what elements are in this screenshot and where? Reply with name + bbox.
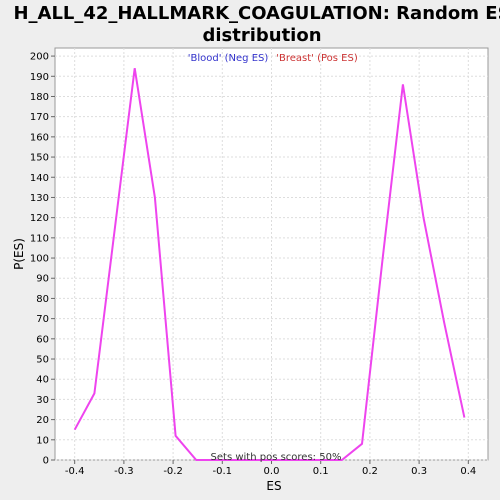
y-axis-ticks: 0 10 20 30 40 50 60 70 80 90 100 110 120 130 140 150 160… <box>30 52 55 467</box>
y-tick-label: 60 <box>36 334 49 345</box>
x-tick-label: 0.3 <box>411 466 427 477</box>
y-tick-label: 200 <box>30 52 49 63</box>
y-tick-label: 170 <box>30 112 49 123</box>
y-tick-label: 80 <box>36 294 49 305</box>
y-tick-label: 30 <box>36 395 49 406</box>
y-tick-label: 50 <box>36 355 49 366</box>
y-tick-label: 10 <box>36 435 49 446</box>
y-tick-label: 20 <box>36 415 49 426</box>
x-axis-label: ES <box>266 479 281 493</box>
x-tick-label: 0.1 <box>313 466 329 477</box>
y-tick-label: 100 <box>30 254 49 265</box>
x-tick-label: 0.4 <box>460 466 476 477</box>
x-tick-label: -0.3 <box>114 466 134 477</box>
series-lines <box>73 68 466 461</box>
y-tick-label: 180 <box>30 92 49 103</box>
x-tick-label: -0.2 <box>163 466 183 477</box>
chart-title-line1: H_ALL_42_HALLMARK_COAGULATION: Random ES <box>13 3 500 24</box>
x-tick-label: -0.4 <box>65 466 85 477</box>
y-tick-label: 70 <box>36 314 49 325</box>
pos-scores-annotation: Sets with pos scores: 50% <box>211 452 342 463</box>
x-tick-label: 0.2 <box>362 466 378 477</box>
x-tick-label: -0.1 <box>213 466 233 477</box>
y-tick-label: 150 <box>30 153 49 164</box>
legend-entry-blood: 'Blood' (Neg ES) <box>188 53 269 64</box>
y-tick-label: 40 <box>36 375 49 386</box>
grid-lines <box>55 48 488 461</box>
chart-title-line2: distribution <box>202 25 321 46</box>
y-axis-label: P(ES) <box>12 238 26 270</box>
x-tick-label: 0.0 <box>264 466 280 477</box>
y-tick-label: 0 <box>43 456 49 467</box>
y-tick-label: 130 <box>30 193 49 204</box>
x-axis-ticks: -0.4 -0.3 -0.2 -0.1 0.0 0.1 0.2 0.3 0.4 <box>65 460 476 477</box>
legend-entry-breast: 'Breast' (Pos ES) <box>276 53 358 64</box>
y-tick-label: 120 <box>30 213 49 224</box>
y-tick-label: 160 <box>30 132 49 143</box>
y-tick-label: 140 <box>30 173 49 184</box>
series-line <box>73 68 466 461</box>
y-tick-label: 190 <box>30 72 49 83</box>
y-tick-label: 90 <box>36 274 49 285</box>
y-tick-label: 110 <box>30 233 49 244</box>
